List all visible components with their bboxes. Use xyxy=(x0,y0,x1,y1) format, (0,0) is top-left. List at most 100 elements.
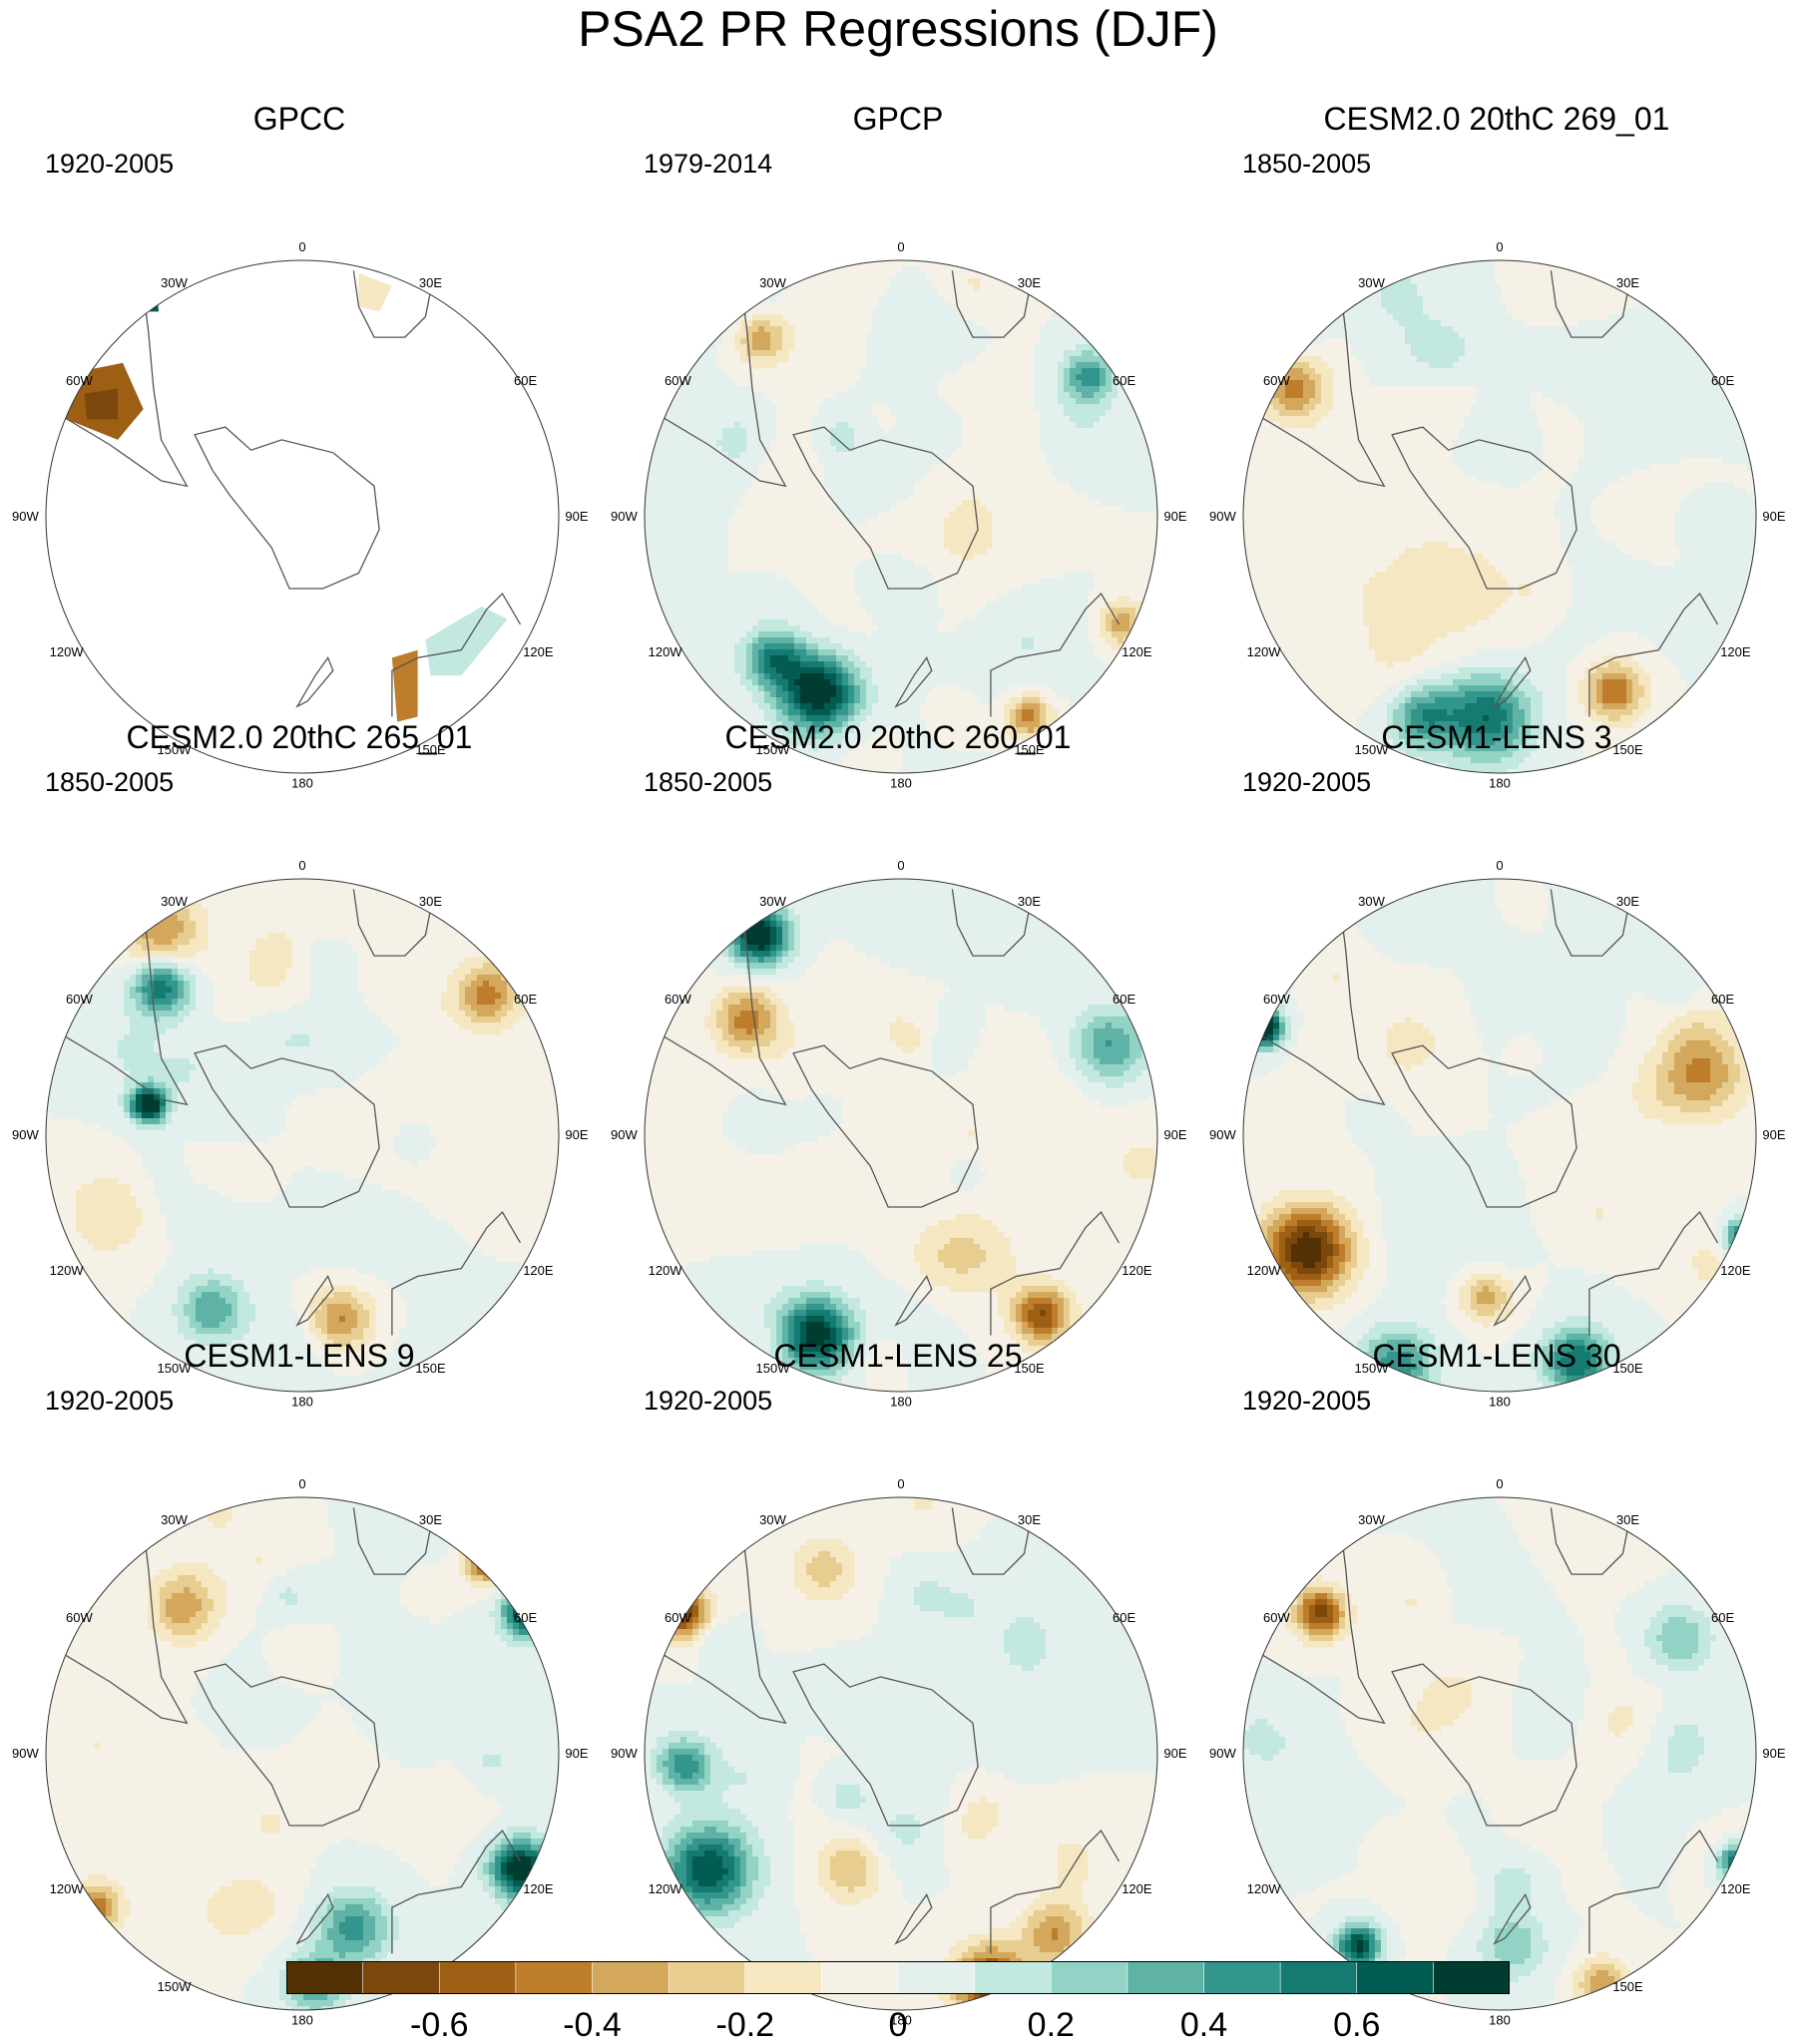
longitude-label: 0 xyxy=(298,239,305,254)
map-panel: CESM1-LENS 251920-2005030E60E90E120E150E… xyxy=(599,1337,1197,1955)
longitude-label: 120E xyxy=(523,644,554,659)
longitude-label: 90E xyxy=(1762,509,1785,524)
longitude-label: 120W xyxy=(1247,1263,1282,1278)
longitude-label: 90E xyxy=(1762,1127,1785,1142)
colorbar-swatch xyxy=(1204,1961,1281,1994)
colorbar-swatch xyxy=(745,1961,822,1994)
longitude-label: 120W xyxy=(649,1263,683,1278)
colorbar-swatch xyxy=(516,1961,593,1994)
longitude-label: 30E xyxy=(1018,1512,1041,1527)
longitude-label: 60W xyxy=(665,992,691,1007)
longitude-label: 120E xyxy=(1122,1881,1152,1896)
longitude-label: 90W xyxy=(611,1127,638,1142)
longitude-label: 90W xyxy=(1209,1127,1236,1142)
colorbar-swatch xyxy=(975,1961,1052,1994)
longitude-label: 120W xyxy=(1247,644,1282,659)
longitude-label: 60W xyxy=(66,373,93,388)
longitude-label: 180 xyxy=(1489,2012,1511,2027)
longitude-label: 120E xyxy=(523,1881,554,1896)
longitude-label: 60E xyxy=(1711,1610,1734,1625)
colorbar-swatch xyxy=(898,1961,975,1994)
colorbar-tick-label: -0.6 xyxy=(410,2008,469,2042)
longitude-label: 150W xyxy=(158,1979,193,1994)
colorbar-swatch xyxy=(1127,1961,1204,1994)
colorbar-tick-label: 0.4 xyxy=(1180,2008,1227,2042)
longitude-label: 0 xyxy=(897,858,904,873)
longitude-label: 60W xyxy=(66,992,93,1007)
longitude-label: 120E xyxy=(1720,1881,1751,1896)
longitude-label: 60E xyxy=(1113,992,1135,1007)
longitude-label: 30W xyxy=(161,894,188,909)
longitude-label: 60W xyxy=(1263,992,1290,1007)
longitude-label: 0 xyxy=(897,239,904,254)
longitude-label: 120W xyxy=(50,1263,85,1278)
longitude-label: 90E xyxy=(565,509,588,524)
colorbar-swatch xyxy=(1280,1961,1357,1994)
longitude-label: 120W xyxy=(649,1881,683,1896)
colorbar-swatch xyxy=(439,1961,516,1994)
longitude-label: 30W xyxy=(759,894,786,909)
longitude-label: 60E xyxy=(1113,373,1135,388)
colorbar-swatch xyxy=(363,1961,440,1994)
map-background xyxy=(46,260,559,773)
longitude-label: 30E xyxy=(419,275,442,290)
longitude-label: 180 xyxy=(291,2012,313,2027)
longitude-label: 60E xyxy=(514,1610,537,1625)
longitude-label: 60E xyxy=(1711,992,1734,1007)
longitude-label: 90W xyxy=(12,1746,39,1761)
longitude-label: 0 xyxy=(1496,1476,1503,1491)
colorbar-tick-label: 0 xyxy=(889,2008,908,2042)
longitude-label: 30W xyxy=(161,1512,188,1527)
longitude-label: 90W xyxy=(1209,509,1236,524)
longitude-label: 30W xyxy=(1358,1512,1385,1527)
colorbar-swatch xyxy=(1357,1961,1434,1994)
longitude-label: 60W xyxy=(66,1610,93,1625)
longitude-label: 60W xyxy=(1263,1610,1290,1625)
colorbar-tick-label: -0.2 xyxy=(716,2008,775,2042)
figure-title: PSA2 PR Regressions (DJF) xyxy=(0,0,1796,58)
longitude-label: 0 xyxy=(298,858,305,873)
longitude-label: 30E xyxy=(1018,275,1041,290)
longitude-label: 120E xyxy=(1122,1263,1152,1278)
longitude-label: 0 xyxy=(298,1476,305,1491)
colorbar-swatch xyxy=(593,1961,670,1994)
longitude-label: 0 xyxy=(897,1476,904,1491)
longitude-label: 90E xyxy=(565,1127,588,1142)
longitude-label: 90W xyxy=(611,1746,638,1761)
longitude-label: 90W xyxy=(611,509,638,524)
longitude-label: 120E xyxy=(1720,644,1751,659)
longitude-label: 90W xyxy=(12,509,39,524)
longitude-label: 30W xyxy=(759,275,786,290)
longitude-label: 90E xyxy=(565,1746,588,1761)
map-panel: CESM1-LENS 91920-2005030E60E90E120E150E1… xyxy=(0,1337,599,1955)
longitude-label: 120E xyxy=(523,1263,554,1278)
colorbar-swatch xyxy=(669,1961,745,1994)
longitude-label: 30W xyxy=(1358,275,1385,290)
longitude-label: 90E xyxy=(1762,1746,1785,1761)
longitude-label: 120E xyxy=(1122,644,1152,659)
longitude-label: 60W xyxy=(665,373,691,388)
colorbar-tick-label: -0.4 xyxy=(563,2008,622,2042)
longitude-label: 120W xyxy=(50,644,85,659)
longitude-label: 60W xyxy=(1263,373,1290,388)
colorbar-swatch xyxy=(1433,1961,1510,1994)
colorbar-tick-label: 0.6 xyxy=(1333,2008,1380,2042)
longitude-label: 120W xyxy=(50,1881,85,1896)
longitude-label: 30E xyxy=(1616,894,1639,909)
longitude-label: 30E xyxy=(419,1512,442,1527)
colorbar-tick-label: 0.2 xyxy=(1028,2008,1075,2042)
longitude-label: 60E xyxy=(514,992,537,1007)
longitude-label: 30W xyxy=(161,275,188,290)
longitude-label: 0 xyxy=(1496,239,1503,254)
